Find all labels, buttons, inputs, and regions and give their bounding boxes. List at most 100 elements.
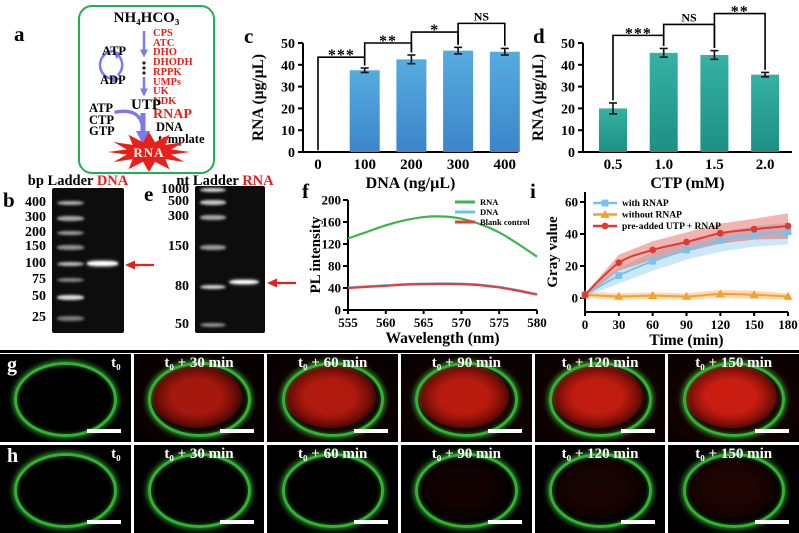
bar (751, 74, 780, 152)
dna-template-label-2: template (158, 132, 205, 146)
gel-ladder-label: 50 (32, 289, 46, 305)
adp-atp-cycle-arrow (113, 50, 124, 76)
marker-circle (750, 225, 758, 233)
panel-b-gel: bp Ladder DNA 400 300 200 150 100 75 50 25 (0, 172, 160, 354)
marker-triangle (749, 290, 759, 299)
x-tick-label: 560 (376, 315, 396, 330)
gel-ladder-label: 80 (175, 278, 189, 294)
x-tick-label: 150 (744, 317, 764, 332)
y-tick-label: 50 (281, 37, 295, 52)
bar (649, 52, 678, 153)
gel-ladder-label: 50 (175, 316, 189, 332)
x-tick-label: 30 (612, 317, 625, 332)
legend-label: pre-added UTP + RNAP (622, 222, 721, 232)
gel-ladder-band (57, 245, 85, 250)
x-axis-title: Time (min) (649, 332, 723, 349)
enzyme-item: DHO (153, 47, 177, 59)
x-tick-label: 570 (452, 315, 472, 330)
scale-bar (755, 429, 790, 433)
micrograph-frame: t₀ + 120 min (534, 445, 666, 533)
gel-ladder-band (199, 215, 227, 220)
x-tick-label: 580 (527, 315, 547, 330)
scale-bar (487, 520, 522, 524)
gel-ladder-label: 25 (32, 310, 46, 326)
micrograph-frame: t₀ + 60 min (267, 445, 399, 533)
sig-label: ** (379, 33, 397, 50)
timepoint-label: t₀ + 120 min (561, 355, 639, 371)
y-tick-label: 10 (281, 124, 295, 139)
timepoint-label: t₀ + 60 min (298, 355, 368, 371)
sig-bracket (457, 22, 506, 46)
y-axis-title: RNA (µg/µL) (530, 54, 547, 141)
panel-e-gel: nt Ladder RNA 1000 500 300 150 80 50 (145, 172, 305, 354)
y-tick-label: 40 (281, 59, 295, 74)
x-category-label: 2.0 (756, 157, 775, 173)
enzyme-item: RPPK (153, 66, 182, 78)
micrograph-frame: t₀ + 150 min (668, 445, 799, 533)
marker-triangle (614, 291, 624, 300)
y-tick-label: 50 (561, 37, 575, 52)
y-tick-label: 0 (335, 303, 342, 318)
bar (396, 59, 427, 152)
chart-c-bar: 0 10 20 30 40 50 RNA (µg/µL) 0 100 200 300 400 DNA (… (250, 9, 520, 192)
gel-ladder-band (199, 284, 227, 290)
gel-ladder-band (57, 277, 85, 283)
y-tick-label: 30 (561, 81, 575, 96)
micrograph-frame: t₀ + 30 min (133, 445, 265, 533)
marker-square (601, 199, 609, 207)
gel-ladder-band (199, 187, 227, 193)
marker-circle (581, 291, 589, 299)
sig-label: ** (731, 4, 749, 21)
x-category-label: 1.5 (705, 157, 724, 173)
micrograph-frame: t₀ + 150 min (668, 354, 799, 442)
gel-b-header-sample: DNA (96, 173, 129, 189)
sig-label: * (430, 22, 439, 39)
dots-icon (142, 71, 146, 75)
gel-ladder-band (57, 200, 85, 206)
y-tick-label: 160 (322, 215, 342, 230)
marker-triangle (715, 289, 725, 298)
x-tick-label: 60 (646, 317, 659, 332)
micrograph-frame: t₀ + 30 min (133, 354, 265, 442)
rna-product-label: RNA (133, 145, 164, 160)
gel-e-header-ladder: nt Ladder (176, 173, 239, 189)
vesicle-membrane-ring (415, 452, 519, 528)
marker-circle (615, 259, 623, 267)
timepoint-label: t₀ + 150 min (695, 446, 773, 462)
chart-i-line: 0 20 40 60 0 30 60 90 120 150 180 Gray value Time (m… (545, 192, 798, 349)
x-category-label: 1.0 (654, 157, 673, 173)
bar (349, 70, 380, 152)
legend-label: Blank control (480, 217, 530, 227)
compound-nh4hco3: NH₄HCO₃ (113, 10, 180, 26)
gel-ladder-band (199, 245, 227, 250)
sig-label: NS (681, 10, 697, 24)
gel-ladder-label: 300 (168, 209, 189, 225)
gel-ladder-band (57, 316, 85, 321)
timepoint-label: t₀ + 90 min (431, 446, 501, 462)
vesicle-membrane-ring (281, 452, 385, 528)
panel-f-label: f (302, 179, 309, 203)
panel-h-row: h t₀ t₀ + 30 min t₀ + 60 min t₀ + 90 min t₀ +… (0, 445, 799, 533)
y-tick-label: 40 (561, 59, 575, 74)
enzyme-item: ATC (153, 37, 175, 49)
pathway-arrows (98, 31, 150, 145)
y-tick-label: 40 (565, 227, 578, 242)
rnap-label: RNAP (153, 107, 192, 122)
y-tick-label: 30 (281, 81, 295, 96)
vesicle-membrane-ring (281, 361, 385, 437)
gel-b-header-ladder: bp Ladder (27, 173, 94, 189)
series-band (585, 213, 788, 297)
vesicle-membrane-ring (682, 452, 786, 528)
vesicle-membrane-ring (14, 361, 118, 437)
substrate-item: ATP (89, 101, 114, 115)
gel-ladder-label: 150 (168, 239, 189, 254)
panel-letter: g (7, 354, 17, 376)
gel-e-header-sample: RNA (242, 173, 274, 189)
scale-bar (220, 429, 255, 433)
sig-label: *** (328, 47, 355, 64)
gel-sample-band (86, 261, 118, 266)
marker-circle (716, 229, 724, 237)
panel-i-label: i (530, 179, 536, 203)
enzyme-item: DHODH (153, 57, 193, 69)
